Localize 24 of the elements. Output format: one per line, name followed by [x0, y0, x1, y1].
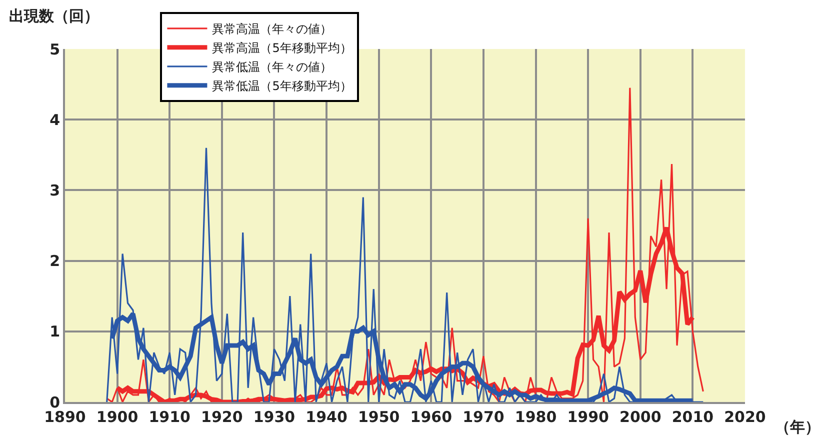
x-tick-label: 1950 [358, 408, 400, 426]
legend-label: 異常低温（年々の値） [212, 60, 332, 74]
legend-label: 異常高温（年々の値） [212, 22, 332, 36]
x-tick-label: 2020 [724, 408, 766, 426]
x-tick-label: 1910 [148, 408, 190, 426]
x-tick-label: 1920 [201, 408, 243, 426]
y-tick-label: 5 [50, 40, 60, 58]
x-tick-label: 2000 [620, 408, 662, 426]
legend-label: 異常高温（5年移動平均） [212, 41, 352, 56]
x-tick-label: 1990 [567, 408, 609, 426]
x-tick-label: 1980 [514, 408, 557, 426]
x-tick-label: 1970 [462, 408, 504, 426]
y-tick-label: 1 [50, 322, 60, 341]
y-tick-label: 4 [50, 110, 60, 129]
x-tick-label: 1930 [253, 408, 296, 426]
x-tick-label: 1900 [96, 408, 138, 426]
x-tick-label: 1940 [306, 408, 348, 426]
y-axis-title: 出現数（回） [9, 7, 99, 25]
y-tick-label: 3 [50, 181, 60, 200]
x-tick-label: 2010 [672, 408, 714, 426]
x-axis-title: （年） [775, 418, 820, 436]
y-tick-label: 2 [50, 252, 60, 270]
legend-label: 異常低温（5年移動平均） [212, 79, 352, 94]
x-tick-label: 1960 [410, 408, 452, 426]
